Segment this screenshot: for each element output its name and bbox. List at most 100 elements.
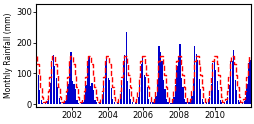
Bar	[173, 97, 174, 104]
Bar	[122, 63, 123, 104]
Bar	[113, 102, 115, 104]
Bar	[100, 101, 101, 104]
Bar	[104, 61, 106, 104]
Bar	[195, 54, 196, 104]
Bar	[244, 97, 245, 104]
Bar	[124, 55, 125, 104]
Bar	[60, 102, 61, 104]
Bar	[82, 102, 83, 104]
Bar	[189, 101, 190, 104]
Bar	[238, 102, 239, 104]
Bar	[72, 81, 73, 104]
Bar	[48, 96, 49, 104]
Bar	[76, 100, 77, 104]
Bar	[109, 80, 110, 104]
Bar	[63, 103, 64, 104]
Bar	[38, 75, 39, 104]
Bar	[107, 78, 108, 104]
Bar	[237, 100, 238, 104]
Bar	[57, 87, 58, 104]
Bar	[182, 87, 183, 104]
Bar	[147, 99, 149, 104]
Bar	[112, 99, 113, 104]
Bar	[75, 89, 76, 104]
Bar	[231, 61, 232, 104]
Bar	[40, 100, 42, 104]
Bar	[225, 101, 226, 104]
Bar	[167, 102, 168, 104]
Bar	[136, 101, 137, 104]
Bar	[42, 103, 43, 104]
Bar	[145, 77, 146, 104]
Bar	[247, 63, 248, 104]
Bar	[170, 103, 171, 104]
Bar	[125, 32, 126, 104]
Bar	[143, 75, 144, 104]
Bar	[91, 83, 92, 104]
Bar	[216, 81, 217, 104]
Bar	[210, 84, 211, 104]
Bar	[158, 46, 159, 104]
Bar	[140, 64, 141, 104]
Bar	[207, 101, 208, 104]
Bar	[220, 102, 221, 104]
Bar	[183, 99, 184, 104]
Bar	[118, 101, 119, 104]
Bar	[248, 60, 250, 104]
Bar	[81, 103, 82, 104]
Bar	[87, 66, 88, 104]
Bar	[205, 102, 207, 104]
Bar	[52, 55, 54, 104]
Bar	[202, 102, 204, 104]
Bar	[232, 50, 233, 104]
Bar	[156, 82, 157, 104]
Bar	[243, 101, 244, 104]
Bar	[246, 84, 247, 104]
Bar	[161, 61, 162, 104]
Bar	[211, 63, 213, 104]
Bar	[185, 102, 186, 104]
Bar	[106, 57, 107, 104]
Bar	[177, 57, 178, 104]
Bar	[69, 64, 70, 104]
Bar	[164, 89, 165, 104]
Bar	[187, 102, 189, 104]
Bar	[180, 78, 181, 104]
Bar	[54, 66, 55, 104]
Bar	[241, 102, 242, 104]
Bar	[192, 83, 193, 104]
Bar	[88, 56, 89, 104]
Bar	[110, 88, 112, 104]
Bar	[190, 96, 192, 104]
Bar	[103, 84, 104, 104]
Bar	[194, 46, 195, 104]
Bar	[119, 96, 120, 104]
Bar	[67, 84, 68, 104]
Bar	[131, 102, 132, 104]
Bar	[130, 99, 131, 104]
Bar	[197, 60, 198, 104]
Bar	[179, 44, 180, 104]
Bar	[96, 102, 97, 104]
Bar	[229, 61, 230, 104]
Bar	[228, 84, 229, 104]
Bar	[219, 100, 220, 104]
Bar	[55, 78, 56, 104]
Bar	[171, 101, 172, 104]
Bar	[36, 9, 37, 104]
Bar	[199, 89, 201, 104]
Bar	[146, 87, 147, 104]
Bar	[159, 52, 161, 104]
Bar	[101, 97, 103, 104]
Bar	[149, 102, 150, 104]
Bar	[49, 83, 51, 104]
Bar	[84, 97, 85, 104]
Bar	[141, 57, 143, 104]
Bar	[116, 102, 117, 104]
Bar	[214, 70, 216, 104]
Bar	[70, 52, 71, 104]
Bar	[128, 89, 129, 104]
Bar	[51, 61, 52, 104]
Bar	[89, 86, 91, 104]
Bar	[73, 84, 74, 104]
